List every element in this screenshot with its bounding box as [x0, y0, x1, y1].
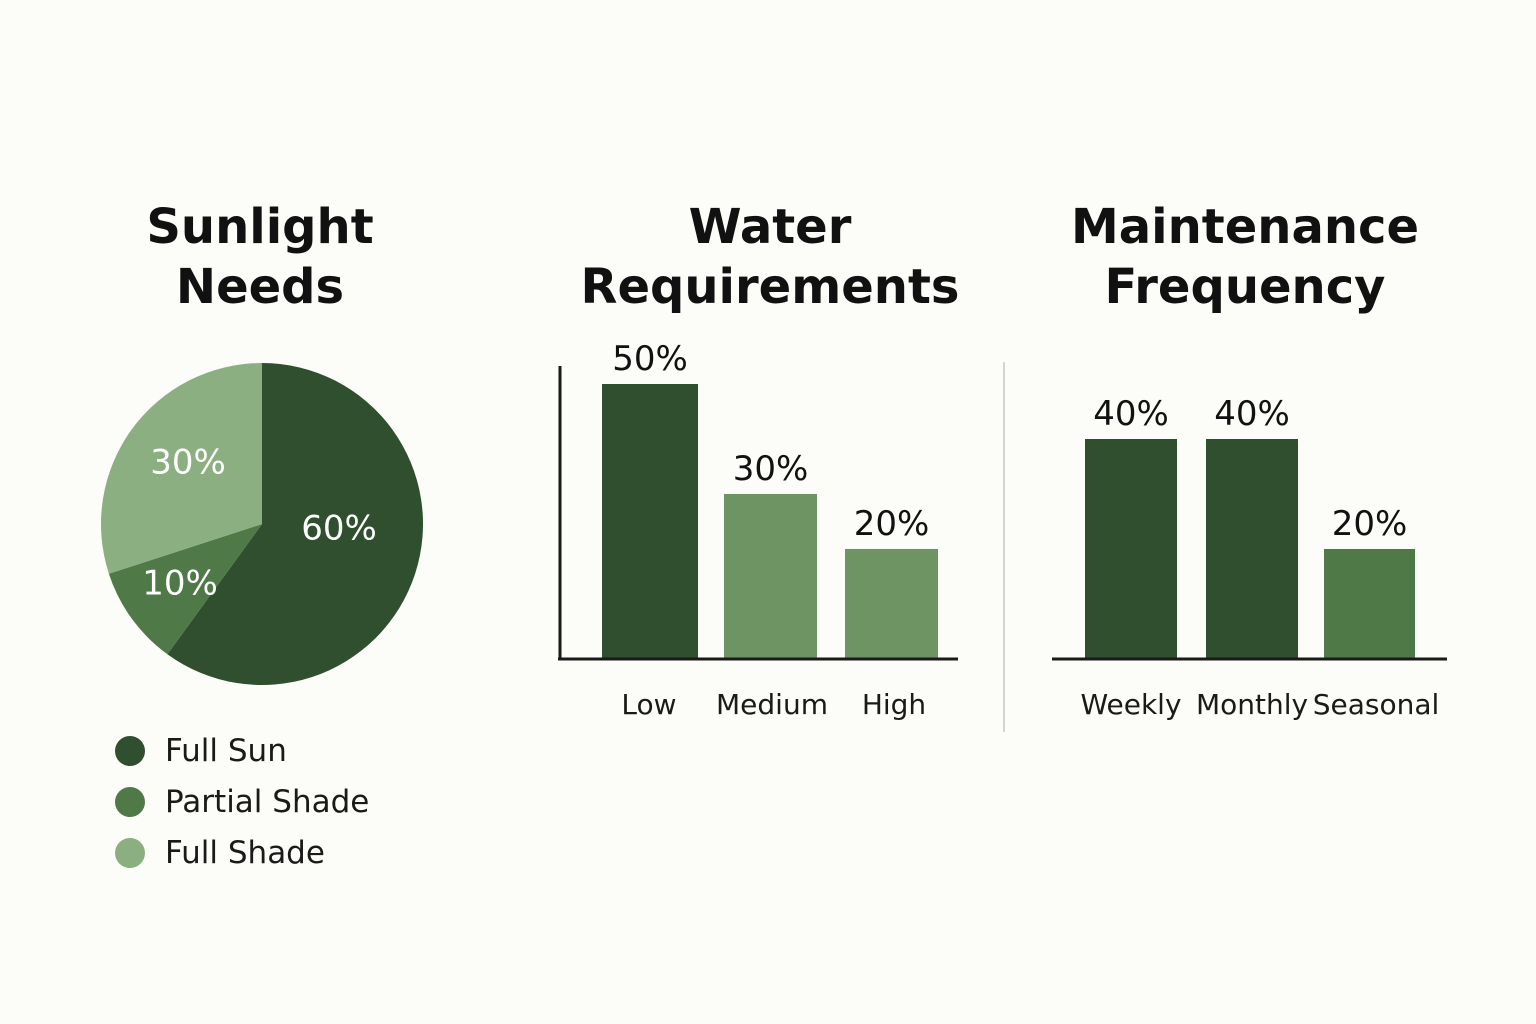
maint-value-label-weekly: 40%	[1093, 394, 1169, 434]
legend-swatch-full-shade	[115, 837, 145, 868]
water-value-label-high: 20%	[854, 504, 930, 544]
legend-label-full-shade: Full Shade	[165, 834, 325, 871]
maintenance-bar-chart: 40% Weekly 40% Monthly 20% Seasonal	[1052, 394, 1447, 721]
water-title-line-1: Water	[688, 199, 852, 255]
legend-swatch-full-sun	[115, 735, 145, 766]
legend-label-full-sun: Full Sun	[165, 732, 287, 769]
maint-category-label-seasonal: Seasonal	[1313, 688, 1440, 721]
water-category-label-high: High	[862, 688, 926, 721]
maint-value-label-monthly: 40%	[1214, 394, 1290, 434]
sunlight-title-line-1: Sunlight	[146, 199, 374, 255]
maint-bar-seasonal	[1324, 549, 1415, 659]
maint-category-label-weekly: Weekly	[1080, 688, 1181, 721]
pie-slice-full-shade	[101, 363, 263, 574]
maintenance-title-line-2: Frequency	[1104, 259, 1386, 315]
pie-value-label-partial-shade: 10%	[142, 564, 218, 604]
sunlight-chart-title: Sunlight Needs	[60, 197, 460, 317]
water-bar-high	[845, 549, 938, 659]
sunlight-title-line-2: Needs	[175, 259, 345, 315]
water-bar-chart: 50% Low 30% Medium 20% High	[558, 339, 958, 721]
pie-slice-partial-shade	[108, 524, 262, 655]
legend-item-partial-shade: Partial Shade	[115, 776, 369, 827]
legend-item-full-shade: Full Shade	[115, 827, 369, 878]
pie-slice-full-sun	[167, 363, 424, 685]
water-bar-low	[602, 384, 698, 659]
pie-value-label-full-shade: 30%	[150, 443, 226, 483]
maintenance-title-line-1: Maintenance	[1070, 199, 1420, 255]
legend-label-partial-shade: Partial Shade	[165, 783, 370, 820]
water-bar-medium	[724, 494, 817, 659]
water-value-label-medium: 30%	[733, 449, 809, 489]
legend-item-full-sun: Full Sun	[115, 725, 369, 776]
maintenance-chart-title: Maintenance Frequency	[1040, 197, 1450, 317]
pie-value-label-full-sun: 60%	[301, 509, 377, 549]
maint-value-label-seasonal: 20%	[1332, 504, 1408, 544]
water-category-label-medium: Medium	[716, 688, 828, 721]
maint-category-label-monthly: Monthly	[1196, 688, 1308, 721]
legend-swatch-partial-shade	[115, 786, 145, 817]
water-title-line-2: Requirements	[580, 259, 960, 315]
water-category-label-low: Low	[621, 688, 676, 721]
water-value-label-low: 50%	[612, 339, 688, 379]
sunlight-pie-chart: 60% 10% 30%	[101, 363, 424, 685]
maint-bar-weekly	[1085, 439, 1177, 659]
sunlight-legend: Full Sun Partial Shade Full Shade	[115, 725, 369, 878]
water-chart-title: Water Requirements	[560, 197, 980, 317]
maint-bar-monthly	[1206, 439, 1298, 659]
